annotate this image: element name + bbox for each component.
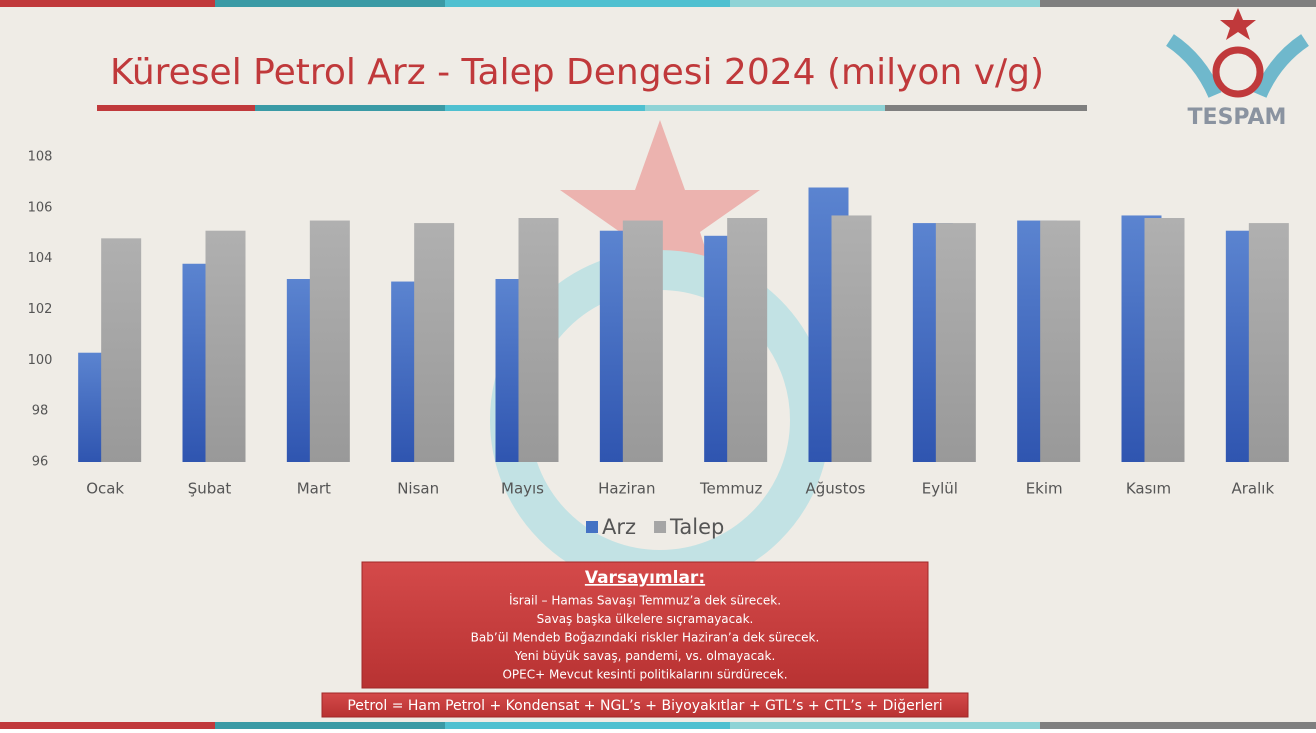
x-tick-label: Ekim bbox=[1026, 480, 1063, 498]
bar bbox=[727, 218, 767, 462]
assumptions-box: Varsayımlar: İsrail – Hamas Savaşı Temmu… bbox=[362, 562, 928, 688]
bar bbox=[414, 223, 454, 462]
logo-text: TESPAM bbox=[1188, 105, 1287, 130]
bar bbox=[519, 218, 559, 462]
legend-swatch bbox=[586, 521, 598, 533]
x-tick-label: Haziran bbox=[598, 480, 655, 498]
y-tick-label: 98 bbox=[32, 404, 49, 419]
assumption-line: Bab’ül Mendeb Boğazındaki riskler Hazira… bbox=[471, 631, 820, 645]
y-tick-label: 106 bbox=[28, 200, 53, 215]
bar bbox=[1249, 223, 1289, 462]
bar bbox=[623, 221, 663, 462]
legend-label: Arz bbox=[602, 515, 636, 539]
x-tick-label: Temmuz bbox=[699, 480, 763, 498]
y-tick-label: 100 bbox=[28, 353, 53, 368]
assumption-line: OPEC+ Mevcut kesinti politikalarını sürd… bbox=[502, 668, 787, 682]
x-tick-label: Ağustos bbox=[806, 480, 866, 498]
bar bbox=[832, 215, 872, 462]
assumption-lines: İsrail – Hamas Savaşı Temmuz’a dek sürec… bbox=[471, 593, 820, 682]
top-strip bbox=[0, 0, 1316, 7]
bar bbox=[936, 223, 976, 462]
bar bbox=[1040, 221, 1080, 462]
y-tick-label: 102 bbox=[28, 302, 53, 317]
x-tick-label: Aralık bbox=[1232, 480, 1275, 498]
bottom-strip bbox=[0, 722, 1316, 729]
title-underline bbox=[97, 105, 1087, 111]
footer: Petrol = Ham Petrol + Kondensat + NGL’s … bbox=[347, 698, 942, 714]
bar bbox=[101, 238, 141, 462]
x-tick-label: Nisan bbox=[397, 480, 439, 498]
x-tick-label: Kasım bbox=[1126, 480, 1171, 498]
bar bbox=[1145, 218, 1185, 462]
x-tick-label: Mart bbox=[297, 480, 331, 498]
assumption-line: İsrail – Hamas Savaşı Temmuz’a dek sürec… bbox=[509, 593, 781, 608]
chart-title: Küresel Petrol Arz - Talep Dengesi 2024 … bbox=[110, 52, 1044, 93]
x-tick-label: Mayıs bbox=[501, 480, 544, 498]
bar bbox=[206, 231, 246, 462]
x-tick-label: Ocak bbox=[86, 480, 124, 498]
slide: Küresel Petrol Arz - Talep Dengesi 2024 … bbox=[0, 0, 1316, 729]
bar bbox=[310, 221, 350, 462]
assumption-line: Yeni büyük savaş, pandemi, vs. olmayacak… bbox=[514, 649, 776, 663]
y-tick-label: 104 bbox=[28, 251, 53, 266]
y-tick-label: 108 bbox=[28, 150, 53, 165]
x-tick-label: Eylül bbox=[922, 480, 958, 498]
x-tick-label: Şubat bbox=[188, 480, 232, 498]
legend-label: Talep bbox=[669, 515, 724, 539]
legend-swatch bbox=[654, 521, 666, 533]
y-tick-label: 96 bbox=[32, 455, 49, 470]
assumptions-title: Varsayımlar: bbox=[585, 568, 705, 588]
assumption-line: Savaş başka ülkelere sıçramayacak. bbox=[537, 612, 754, 626]
